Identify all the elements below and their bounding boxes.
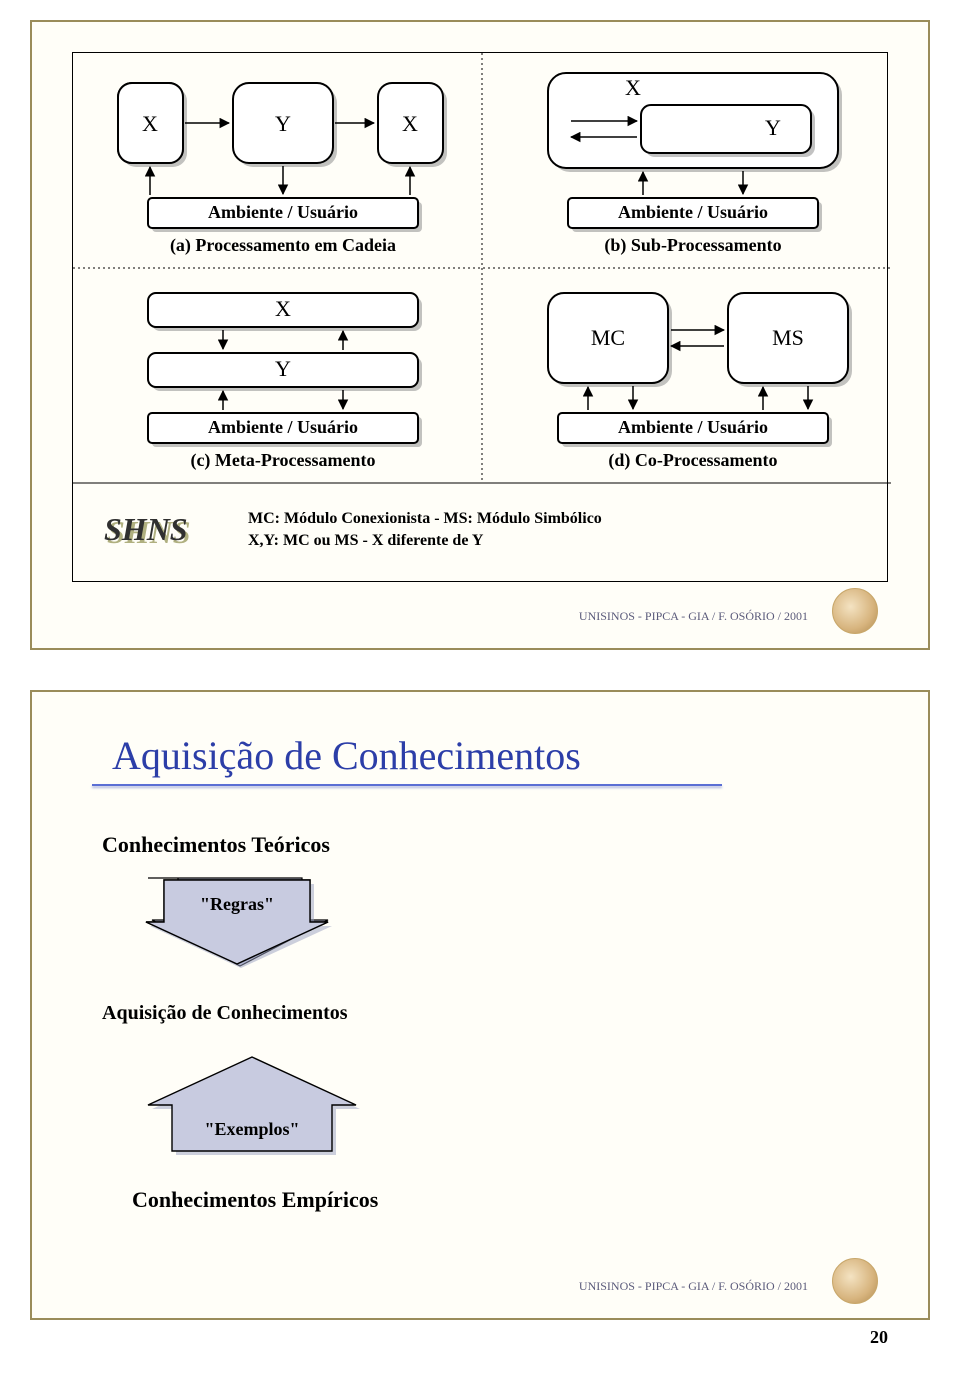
brain-icon-2 bbox=[832, 1258, 878, 1304]
c-caption: (c) Meta-Processamento bbox=[190, 450, 375, 471]
b-y: Y bbox=[765, 115, 781, 140]
a-y-label: Y bbox=[275, 111, 291, 136]
slide2-title: Aquisição de Conhecimentos bbox=[112, 732, 581, 779]
brain-icon bbox=[832, 588, 878, 634]
diagram-svg: X Y X Ambiente / Usuário bbox=[73, 53, 891, 581]
diagram-panel: X Y X Ambiente / Usuário bbox=[72, 52, 888, 582]
legend-l2: X,Y: MC ou MS - X diferente de Y bbox=[248, 532, 484, 549]
d-caption: (d) Co-Processamento bbox=[608, 450, 777, 471]
down-arrow-label: "Regras" bbox=[200, 894, 274, 914]
a-caption: (a) Processamento em Cadeia bbox=[170, 235, 396, 256]
b-env: Ambiente / Usuário bbox=[618, 202, 768, 222]
d-mc: MC bbox=[591, 325, 625, 350]
a-x2-label: X bbox=[402, 111, 418, 136]
quad-a: X Y X Ambiente / Usuário bbox=[118, 83, 447, 256]
quad-d: MC MS Ambiente / Usuário (d) Co-Processa… bbox=[548, 293, 852, 471]
up-arrow: "Exemplos" bbox=[142, 1047, 362, 1157]
sub1: Conhecimentos Teóricos bbox=[102, 832, 330, 858]
d-ms: MS bbox=[772, 325, 804, 350]
c-env: Ambiente / Usuário bbox=[208, 417, 358, 437]
a-env: Ambiente / Usuário bbox=[208, 202, 358, 222]
down-arrow: "Regras" bbox=[142, 872, 332, 972]
mid-text: Aquisição de Conhecimentos bbox=[102, 1002, 348, 1025]
d-env: Ambiente / Usuário bbox=[618, 417, 768, 437]
quad-b: X Y Ambiente / Usuário (b) Sub-Processam… bbox=[548, 73, 842, 256]
shns-label: SHNS bbox=[104, 511, 188, 547]
footer-text-1: UNISINOS - PIPCA - GIA / F. OSÓRIO / 200… bbox=[579, 609, 808, 624]
c-x: X bbox=[275, 296, 291, 321]
footer-text-2: UNISINOS - PIPCA - GIA / F. OSÓRIO / 200… bbox=[579, 1279, 808, 1294]
page-number: 20 bbox=[870, 1327, 888, 1348]
title-underline bbox=[92, 784, 722, 786]
legend-l1: MC: Módulo Conexionista - MS: Módulo Sim… bbox=[248, 510, 602, 527]
shns-block: SHNS SHNS MC: Módulo Conexionista - MS: … bbox=[104, 510, 602, 550]
c-y: Y bbox=[275, 356, 291, 381]
b-caption: (b) Sub-Processamento bbox=[604, 235, 781, 256]
b-x: X bbox=[625, 75, 641, 100]
quad-c: X Y Ambiente / Usuário (c) Meta-Processa… bbox=[148, 293, 422, 471]
slide-2: Aquisição de Conhecimentos Conhecimentos… bbox=[30, 690, 930, 1320]
a-x1-label: X bbox=[142, 111, 158, 136]
up-arrow-label: "Exemplos" bbox=[205, 1119, 300, 1139]
sub2: Conhecimentos Empíricos bbox=[132, 1187, 378, 1213]
slide-1: X Y X Ambiente / Usuário bbox=[30, 20, 930, 650]
